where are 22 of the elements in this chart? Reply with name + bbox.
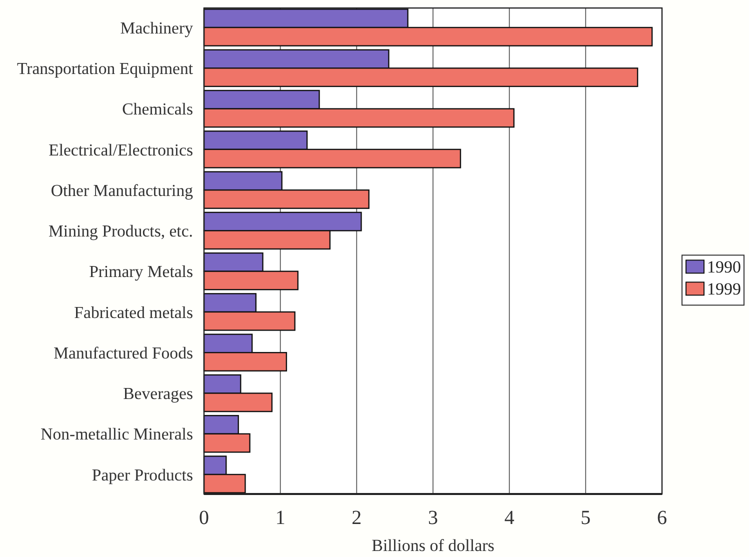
y-tick-label: Transportation Equipment bbox=[16, 59, 194, 78]
x-tick-label: 5 bbox=[580, 507, 591, 529]
y-tick-label: Fabricated metals bbox=[74, 302, 193, 322]
y-tick-label: Machinery bbox=[120, 18, 194, 38]
y-tick-label: Beverages bbox=[123, 384, 193, 404]
x-tick-label: 2 bbox=[352, 507, 362, 529]
x-axis-title: Billions of dollars bbox=[372, 536, 494, 555]
x-tick-label: 1 bbox=[275, 507, 286, 529]
y-tick-label: Paper Products bbox=[92, 465, 193, 484]
x-tick-label: 0 bbox=[199, 507, 209, 529]
x-tick-label: 4 bbox=[504, 507, 514, 529]
y-tick-label: Primary Metals bbox=[89, 262, 193, 282]
y-tick-label: Electrical/Electronics bbox=[48, 140, 193, 160]
legend-label: 1990 bbox=[707, 258, 741, 277]
legend-label: 1999 bbox=[707, 280, 741, 299]
y-tick-label: Chemicals bbox=[122, 100, 193, 119]
x-tick-label: 6 bbox=[657, 507, 667, 529]
y-tick-label: Manufactured Foods bbox=[54, 343, 193, 362]
y-tick-label: Non-metallic Minerals bbox=[40, 424, 193, 444]
x-tick-label: 3 bbox=[428, 507, 438, 529]
y-tick-label: Other Manufacturing bbox=[50, 180, 194, 200]
y-tick-label: Mining Products, etc. bbox=[48, 222, 193, 241]
